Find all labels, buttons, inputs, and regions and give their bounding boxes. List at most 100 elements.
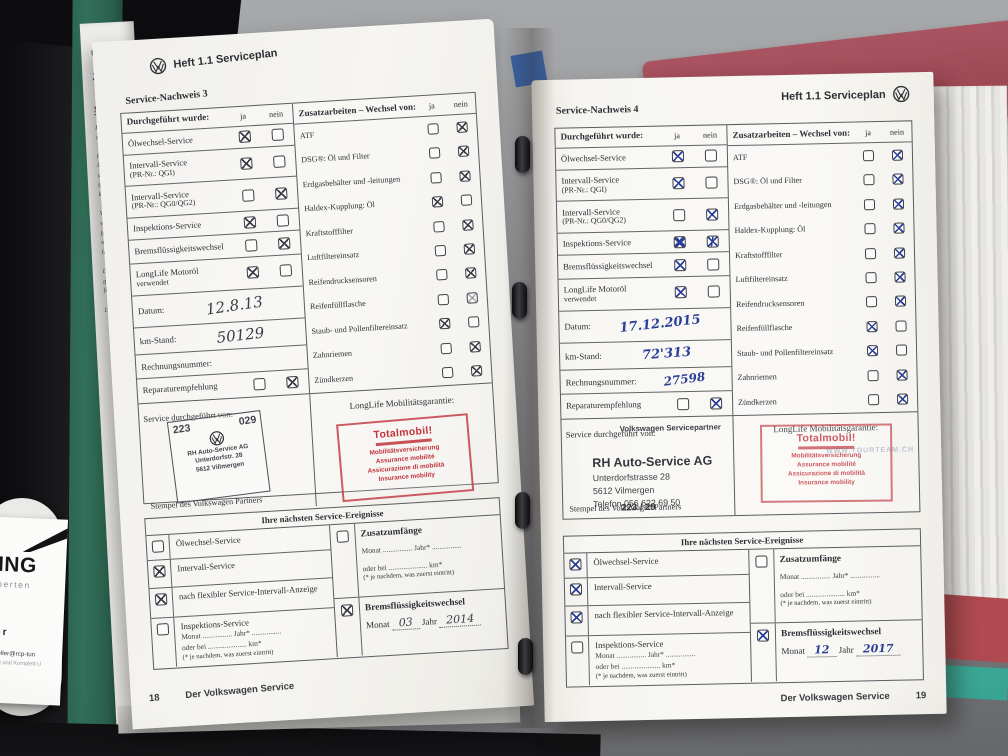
dealer-stamp-area: Service durchgeführt von: Volkswagen Ser… bbox=[561, 416, 736, 519]
zusatzumfaenge-block: Zusatzumfänge Monat ................ Jah… bbox=[749, 546, 922, 624]
row-sublabel: (PR-Nr.: QG0/QG2) bbox=[562, 215, 627, 226]
checkbox-nein bbox=[270, 128, 284, 142]
row-label: Bremsflüssigkeitswechsel bbox=[134, 240, 224, 257]
checkbox-nein bbox=[706, 257, 719, 271]
row-label: Zahnriemen bbox=[312, 348, 353, 361]
row-label: Erdgasbehälter und -leitungen bbox=[302, 174, 401, 190]
checkbox-nein bbox=[277, 236, 291, 250]
date-label: Datum: bbox=[564, 321, 591, 332]
left-page: Heft 1.1 Serviceplan Service-Nachweis 3 … bbox=[91, 18, 535, 730]
km-label: km-Stand: bbox=[139, 333, 177, 347]
row-label: Kraftstofffilter bbox=[734, 249, 783, 260]
checkbox-nein bbox=[892, 198, 905, 210]
checkbox-nein bbox=[894, 271, 906, 283]
dealer-address: RH Auto-Service AG Unterdorfstr. 28 5612… bbox=[187, 442, 249, 474]
checkbox-ja bbox=[866, 345, 879, 357]
next-services-box: Ihre nächsten Service-Ereignisse Ölwechs… bbox=[562, 528, 924, 688]
year-label: Jahr bbox=[838, 644, 854, 655]
checkbox-nein bbox=[895, 344, 908, 357]
binder-ring bbox=[512, 282, 527, 319]
row-label: Reparaturempfehlung bbox=[142, 381, 218, 396]
item-label: Bremsflüssigkeitswechsel bbox=[364, 597, 466, 614]
brake-fluid-block: Bremsflüssigkeitswechsel Monat 03 Jahr 2… bbox=[334, 589, 507, 658]
performed-column: Durchgeführt wurde: ja nein Ölwechsel-Se… bbox=[555, 125, 734, 419]
checkbox-ja bbox=[244, 238, 258, 252]
checkbox-ja bbox=[243, 215, 256, 229]
booklet-title: Heft 1.1 Serviceplan bbox=[781, 88, 886, 103]
checkbox bbox=[151, 540, 165, 553]
row-label: Luftfiltereinsatz bbox=[306, 250, 360, 263]
stamp-caption: Stempel des Volkswagen Partners bbox=[569, 502, 682, 514]
business-card: ING perten er keller@rcp-tun ice und Kom… bbox=[0, 516, 69, 706]
checkbox-ja bbox=[427, 122, 439, 135]
next-services-list: Ölwechsel-Service Intervall-Service nach… bbox=[564, 549, 753, 686]
checkbox-ja bbox=[440, 342, 453, 355]
row-label: Zündkerzen bbox=[314, 373, 354, 385]
nein-column-label: nein bbox=[268, 109, 284, 120]
longlife-label: LongLife Mobilitätsgarantie: bbox=[349, 394, 455, 411]
row-label: Reifendrucksensoren bbox=[308, 273, 378, 287]
year-value-handwritten: 2014 bbox=[438, 611, 482, 628]
row-label: Luftfiltereinsatz bbox=[735, 274, 788, 285]
right-page: Heft 1.1 Serviceplan Service-Nachweis 4 … bbox=[531, 71, 947, 723]
checkbox-ja bbox=[437, 293, 450, 306]
totalmobil-title: Totalmobil! bbox=[796, 431, 856, 445]
card-services-line: ice und Komplett-U bbox=[0, 660, 42, 668]
booklet-title: Heft 1.1 Serviceplan bbox=[172, 46, 279, 71]
checkbox-ja bbox=[862, 149, 875, 162]
ja-column-label: ja bbox=[673, 131, 681, 141]
booklet-header: Heft 1.1 Serviceplan bbox=[149, 44, 279, 75]
checkbox bbox=[571, 641, 584, 654]
checkbox-nein bbox=[896, 393, 909, 405]
checkbox-nein bbox=[892, 173, 904, 185]
checkbox-nein bbox=[893, 247, 906, 259]
km-row: km-Stand: 72'313 bbox=[559, 339, 732, 372]
checkbox-nein bbox=[462, 218, 474, 231]
binder-ring bbox=[515, 136, 530, 173]
row-label: Erdgasbehälter und -leitungen bbox=[733, 199, 832, 211]
card-logo-swoosh bbox=[23, 522, 68, 554]
checkbox-nein bbox=[896, 369, 908, 381]
item-label: Zusatzumfänge bbox=[360, 525, 423, 540]
checkbox-nein bbox=[894, 295, 907, 308]
row-label: Ölwechsel-Service bbox=[560, 151, 626, 164]
footer-text: Der Volkswagen Service bbox=[780, 690, 890, 705]
card-contact-name: er bbox=[0, 626, 9, 639]
month-year-line: Monat ................ Jahr* ...........… bbox=[361, 540, 462, 556]
dealer-stamp-area: Service durchgeführt von: 223 029 RH Aut… bbox=[138, 394, 317, 517]
checkbox bbox=[154, 593, 168, 606]
year-value-handwritten: 2017 bbox=[855, 641, 901, 657]
invoice-label: Rechnungsnummer: bbox=[565, 375, 637, 388]
checkbox-ja bbox=[433, 220, 445, 233]
checkbox bbox=[569, 558, 582, 571]
checkbox-ja bbox=[865, 272, 877, 284]
row-label: Reparaturempfehlung bbox=[566, 399, 642, 411]
checkbox-nein bbox=[469, 340, 481, 353]
show-through-text: www.tourteam.ch bbox=[826, 446, 915, 456]
card-tagline: perten bbox=[0, 578, 32, 591]
checkbox-ja bbox=[671, 177, 685, 190]
nein-column-label: nein bbox=[889, 126, 905, 137]
row-label: DSG®: Öl und Filter bbox=[733, 176, 803, 187]
month-label: Monat bbox=[365, 618, 390, 631]
checkbox-ja bbox=[863, 174, 875, 186]
checkbox-nein bbox=[274, 187, 288, 200]
row-sublabel: (PR-Nr.: QGI) bbox=[561, 184, 607, 195]
checkbox-nein bbox=[709, 397, 722, 410]
list-item: Inspektions-Service Monat ..............… bbox=[565, 633, 751, 686]
checkbox-ja bbox=[237, 130, 251, 144]
checkbox bbox=[340, 603, 354, 617]
page-footer: Der Volkswagen Service 19 bbox=[780, 690, 926, 704]
item-label: Inspektions-Service bbox=[595, 638, 664, 651]
ja-column-label: ja bbox=[428, 100, 435, 111]
invoice-row: Rechnungsnummer: 27598 bbox=[560, 367, 732, 395]
mobility-guarantee-area: LongLife Mobilitätsgarantie: Totalmobil!… bbox=[733, 412, 919, 515]
checkbox bbox=[156, 623, 170, 636]
invoice-value-handwritten: 27598 bbox=[662, 369, 706, 389]
row-label: Reifenfüllflasche bbox=[309, 298, 366, 312]
item-label: nach flexibler Service-Intervall-Anzeige bbox=[594, 607, 734, 621]
row-label: ATF bbox=[732, 152, 748, 163]
row-label: Inspektions-Service bbox=[132, 219, 202, 234]
checkbox-ja bbox=[246, 266, 259, 280]
